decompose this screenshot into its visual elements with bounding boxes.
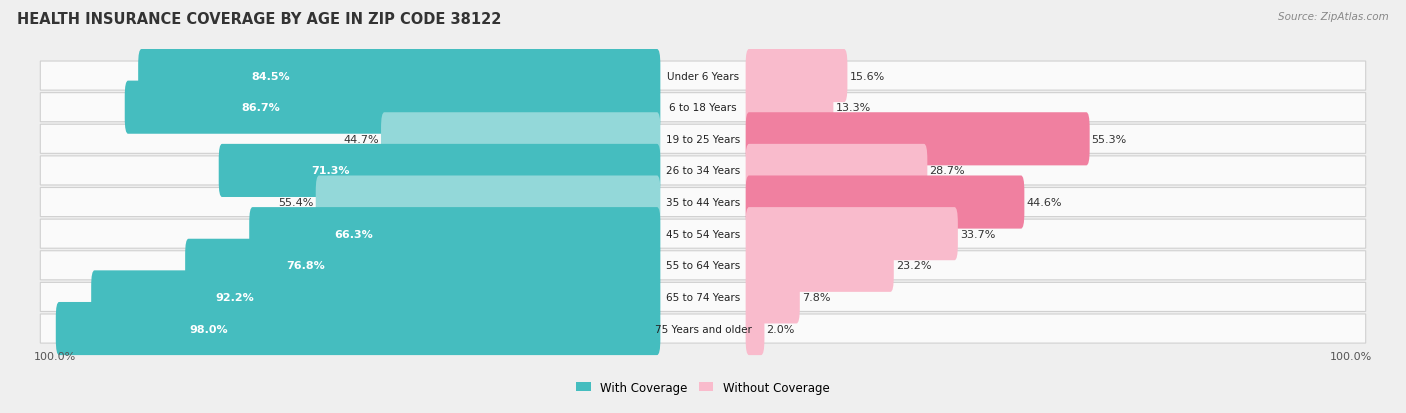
FancyBboxPatch shape [219, 145, 661, 197]
FancyBboxPatch shape [91, 271, 661, 324]
FancyBboxPatch shape [381, 113, 661, 166]
FancyBboxPatch shape [41, 62, 1365, 91]
FancyBboxPatch shape [316, 176, 661, 229]
FancyBboxPatch shape [745, 302, 765, 355]
FancyBboxPatch shape [745, 113, 1090, 166]
Text: 55.3%: 55.3% [1091, 135, 1126, 145]
Text: 19 to 25 Years: 19 to 25 Years [666, 135, 740, 145]
FancyBboxPatch shape [41, 93, 1365, 122]
Text: 26 to 34 Years: 26 to 34 Years [666, 166, 740, 176]
Text: 44.7%: 44.7% [343, 135, 380, 145]
Text: 66.3%: 66.3% [335, 229, 373, 239]
FancyBboxPatch shape [186, 239, 661, 292]
Text: 71.3%: 71.3% [312, 166, 350, 176]
Text: 84.5%: 84.5% [252, 71, 290, 81]
Text: 86.7%: 86.7% [240, 103, 280, 113]
FancyBboxPatch shape [745, 176, 1025, 229]
Text: 76.8%: 76.8% [287, 261, 325, 271]
Text: 75 Years and older: 75 Years and older [655, 324, 751, 334]
Text: 100.0%: 100.0% [1330, 351, 1372, 361]
Text: 13.3%: 13.3% [835, 103, 870, 113]
FancyBboxPatch shape [745, 145, 928, 197]
Text: 2.0%: 2.0% [766, 324, 794, 334]
Text: 33.7%: 33.7% [960, 229, 995, 239]
Text: 98.0%: 98.0% [190, 324, 228, 334]
Text: 15.6%: 15.6% [849, 71, 884, 81]
Text: 65 to 74 Years: 65 to 74 Years [666, 292, 740, 302]
FancyBboxPatch shape [745, 81, 834, 134]
Legend: With Coverage, Without Coverage: With Coverage, Without Coverage [572, 376, 834, 399]
FancyBboxPatch shape [41, 282, 1365, 312]
FancyBboxPatch shape [41, 220, 1365, 249]
FancyBboxPatch shape [41, 314, 1365, 343]
Text: 7.8%: 7.8% [801, 292, 831, 302]
FancyBboxPatch shape [41, 157, 1365, 185]
FancyBboxPatch shape [41, 251, 1365, 280]
FancyBboxPatch shape [138, 50, 661, 103]
Text: 6 to 18 Years: 6 to 18 Years [669, 103, 737, 113]
Text: Under 6 Years: Under 6 Years [666, 71, 740, 81]
Text: 55.4%: 55.4% [278, 197, 314, 208]
FancyBboxPatch shape [41, 125, 1365, 154]
FancyBboxPatch shape [745, 239, 894, 292]
FancyBboxPatch shape [745, 50, 848, 103]
FancyBboxPatch shape [56, 302, 661, 355]
Text: 45 to 54 Years: 45 to 54 Years [666, 229, 740, 239]
Text: 92.2%: 92.2% [215, 292, 254, 302]
Text: 23.2%: 23.2% [896, 261, 931, 271]
FancyBboxPatch shape [125, 81, 661, 134]
Text: 28.7%: 28.7% [929, 166, 965, 176]
FancyBboxPatch shape [249, 208, 661, 261]
Text: 55 to 64 Years: 55 to 64 Years [666, 261, 740, 271]
Text: HEALTH INSURANCE COVERAGE BY AGE IN ZIP CODE 38122: HEALTH INSURANCE COVERAGE BY AGE IN ZIP … [17, 12, 502, 27]
Text: Source: ZipAtlas.com: Source: ZipAtlas.com [1278, 12, 1389, 22]
Text: 44.6%: 44.6% [1026, 197, 1062, 208]
FancyBboxPatch shape [745, 271, 800, 324]
Text: 100.0%: 100.0% [34, 351, 76, 361]
FancyBboxPatch shape [745, 208, 957, 261]
FancyBboxPatch shape [41, 188, 1365, 217]
Text: 35 to 44 Years: 35 to 44 Years [666, 197, 740, 208]
